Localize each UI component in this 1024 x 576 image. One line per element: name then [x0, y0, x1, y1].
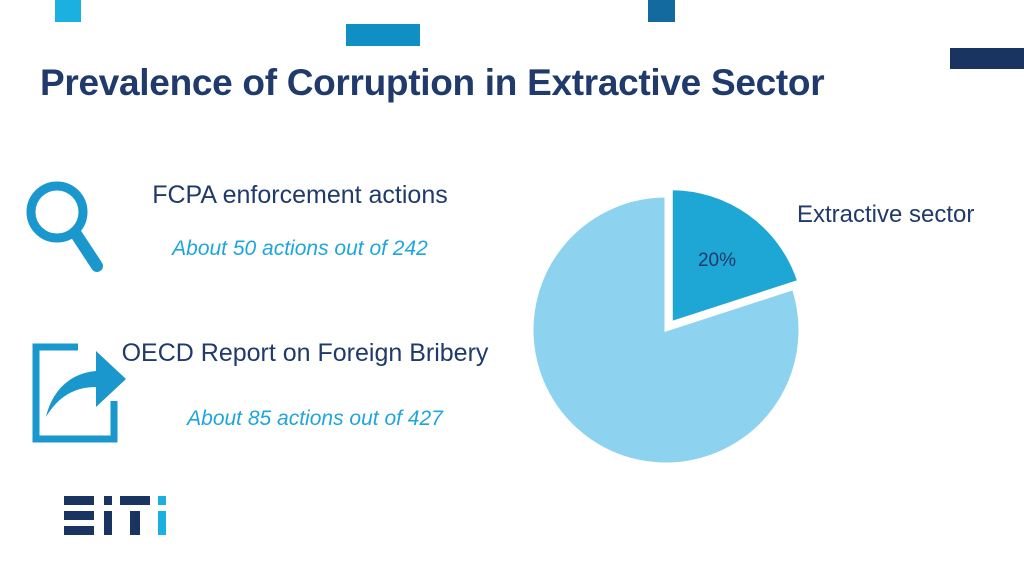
search-icon: [24, 178, 108, 276]
logo-letter-t: [120, 496, 150, 535]
logo-letter-i2: [158, 496, 166, 535]
legend-label-extractive-sector: Extractive sector: [797, 201, 974, 229]
fcpa-title: FCPA enforcement actions: [110, 182, 490, 208]
logo-letter-e: [64, 496, 94, 535]
pie-chart: 20%: [500, 170, 830, 490]
page-title: Prevalence of Corruption in Extractive S…: [40, 62, 824, 104]
eiti-logo: [62, 494, 172, 538]
decor-bar-4: [950, 48, 1024, 69]
oecd-title: OECD Report on Foreign Bribery: [120, 340, 490, 366]
logo-letter-i: [104, 496, 112, 535]
decor-bar-1: [55, 0, 81, 22]
oecd-title-text: OECD Report on Foreign Bribery: [122, 339, 489, 367]
pie-data-label-0: 20%: [698, 250, 736, 271]
fcpa-subtitle: About 50 actions out of 242: [110, 237, 490, 261]
oecd-subtitle: About 85 actions out of 427: [115, 407, 515, 431]
decor-bar-2: [346, 24, 420, 46]
decor-bar-3: [648, 0, 675, 22]
